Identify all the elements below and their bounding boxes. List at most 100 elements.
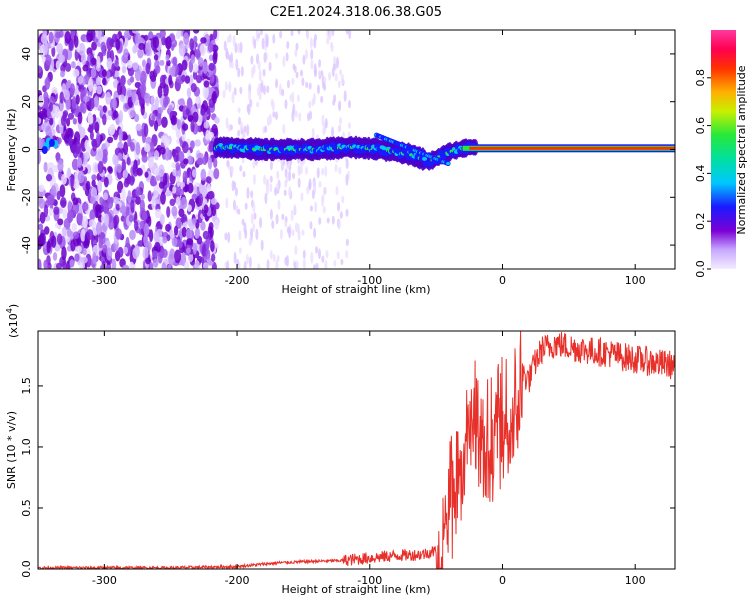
noise-blob bbox=[198, 193, 204, 206]
x-tick-label: 0 bbox=[499, 274, 506, 287]
noise-blob bbox=[314, 68, 318, 78]
noise-blob bbox=[321, 194, 325, 202]
noise-blob bbox=[98, 237, 104, 249]
noise-blob bbox=[288, 185, 292, 198]
noise-blob bbox=[187, 114, 194, 122]
noise-blob bbox=[186, 97, 193, 110]
noise-blob bbox=[187, 204, 192, 212]
noise-blob bbox=[322, 205, 326, 214]
noise-blob bbox=[279, 30, 283, 39]
noise-blob bbox=[184, 261, 190, 269]
noise-blob bbox=[321, 114, 325, 127]
noise-blob bbox=[207, 42, 214, 53]
y-tick-label: -20 bbox=[20, 188, 33, 206]
noise-blob bbox=[38, 110, 46, 119]
noise-blob bbox=[199, 43, 206, 57]
noise-blob bbox=[345, 30, 349, 35]
noise-blob bbox=[333, 94, 337, 103]
noise-blob bbox=[246, 104, 250, 113]
noise-blob bbox=[102, 192, 109, 201]
noise-blob bbox=[243, 125, 247, 134]
noise-blob bbox=[102, 244, 108, 253]
noise-blob bbox=[106, 37, 113, 51]
noise-blob bbox=[347, 100, 351, 109]
noise-blob bbox=[211, 90, 217, 104]
noise-blob bbox=[43, 161, 48, 173]
noise-blob bbox=[203, 80, 210, 88]
noise-blob bbox=[208, 62, 215, 71]
snr-multiplier-base: (x10 bbox=[7, 313, 20, 338]
noise-blob bbox=[246, 124, 250, 137]
noise-blob bbox=[259, 30, 263, 36]
noise-blob bbox=[116, 163, 122, 174]
noise-blob bbox=[183, 158, 189, 165]
noise-blob bbox=[265, 38, 269, 48]
noise-blob bbox=[311, 98, 315, 107]
noise-blob bbox=[107, 136, 114, 144]
noise-blob bbox=[143, 123, 149, 137]
noise-blob bbox=[181, 226, 187, 238]
noise-blob bbox=[169, 198, 176, 207]
noise-blob bbox=[192, 242, 197, 255]
noise-blob bbox=[237, 129, 241, 137]
noise-blob bbox=[117, 141, 123, 150]
noise-blob bbox=[55, 60, 61, 70]
noise-blob bbox=[122, 264, 130, 269]
noise-blob bbox=[192, 30, 200, 34]
noise-blob bbox=[152, 258, 159, 268]
noise-blob bbox=[283, 189, 287, 196]
noise-blob bbox=[343, 90, 347, 103]
noise-blob bbox=[214, 218, 220, 230]
noise-blob bbox=[237, 116, 241, 126]
noise-blob bbox=[134, 220, 139, 232]
noise-blob bbox=[143, 143, 151, 153]
noise-blob bbox=[237, 67, 241, 78]
noise-blob bbox=[156, 228, 163, 238]
noise-blob bbox=[310, 59, 314, 70]
noise-blob bbox=[316, 84, 320, 95]
noise-blob bbox=[322, 81, 326, 89]
noise-blob bbox=[175, 196, 181, 207]
noise-blob bbox=[117, 152, 123, 161]
noise-blob bbox=[200, 37, 207, 44]
noise-blob bbox=[296, 94, 300, 102]
noise-blob bbox=[151, 114, 156, 121]
noise-blob bbox=[130, 141, 135, 152]
noise-blob bbox=[130, 199, 135, 213]
noise-blob bbox=[324, 165, 328, 177]
noise-blob bbox=[47, 193, 55, 206]
noise-blob bbox=[114, 58, 119, 68]
noise-blob bbox=[300, 69, 304, 77]
noise-blob bbox=[123, 179, 130, 188]
noise-blob bbox=[85, 180, 91, 191]
noise-blob bbox=[58, 30, 64, 38]
noise-blob bbox=[294, 48, 298, 58]
noise-blob bbox=[90, 66, 97, 79]
noise-blob bbox=[166, 59, 171, 66]
noise-blob bbox=[186, 247, 191, 254]
noise-blob bbox=[274, 52, 278, 59]
noise-blob bbox=[203, 33, 211, 47]
noise-blob bbox=[154, 167, 159, 177]
noise-blob bbox=[143, 223, 150, 236]
noise-blob bbox=[264, 125, 268, 133]
noise-blob bbox=[205, 176, 212, 184]
noise-blob bbox=[140, 193, 145, 200]
noise-blob bbox=[340, 258, 344, 266]
noise-blob bbox=[250, 213, 254, 225]
noise-blob bbox=[112, 153, 119, 166]
noise-blob bbox=[226, 159, 230, 168]
colorbar-tick-label: 0.2 bbox=[694, 212, 707, 230]
noise-blob bbox=[129, 229, 136, 240]
noise-blob bbox=[255, 228, 259, 241]
noise-blob bbox=[271, 100, 275, 112]
noise-blob bbox=[66, 117, 71, 127]
noise-blob bbox=[39, 211, 46, 224]
noise-blob bbox=[38, 150, 41, 164]
noise-blob bbox=[276, 170, 280, 180]
noise-blob bbox=[135, 195, 141, 205]
noise-blob bbox=[72, 68, 80, 78]
noise-blob bbox=[338, 124, 342, 133]
noise-blob bbox=[207, 156, 213, 170]
noise-blob bbox=[257, 263, 261, 269]
